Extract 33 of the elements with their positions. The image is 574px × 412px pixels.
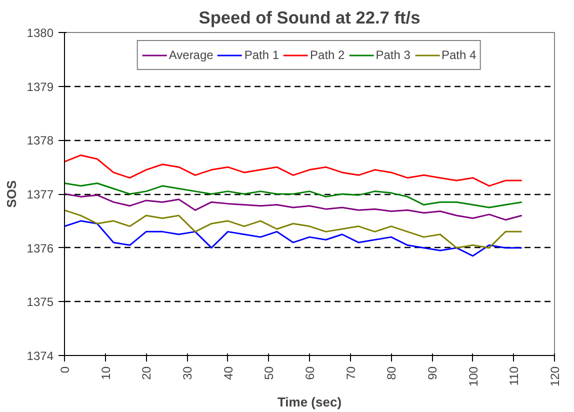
x-tick-label: 0: [58, 366, 72, 374]
x-tick-label: 40: [221, 366, 236, 380]
legend-label: Path 4: [441, 48, 476, 62]
x-tick-label: 60: [303, 366, 317, 380]
legend-label: Path 2: [310, 48, 345, 62]
line-series: [64, 154, 523, 187]
x-tick-label: 80: [384, 366, 399, 380]
x-tick-label: 120: [548, 366, 562, 387]
y-tick-label: 1374: [26, 349, 54, 363]
x-tick-label: 100: [466, 366, 480, 387]
legend-label: Average: [168, 48, 214, 62]
y-axis-title: SOS: [4, 180, 19, 208]
x-tick-label: 90: [426, 366, 440, 380]
y-tick-label: 1375: [26, 295, 54, 310]
legend-label: Path 1: [244, 48, 280, 62]
x-tick-label: 110: [507, 366, 522, 386]
line-series: [64, 182, 523, 208]
x-tick-label: 20: [140, 366, 154, 380]
legend-label: Path 3: [376, 48, 410, 62]
x-tick-label: 50: [262, 366, 276, 380]
chart-title: Speed of Sound at 22.7 ft/s: [198, 8, 420, 28]
x-tick-label: 70: [344, 366, 358, 380]
line-series: [64, 209, 523, 249]
y-tick-label: 1378: [26, 134, 54, 148]
x-tick-label: 30: [180, 366, 194, 380]
line-series: [64, 193, 523, 221]
x-tick-label: 10: [98, 366, 113, 380]
y-tick-label: 1380: [26, 26, 54, 40]
line-series: [64, 220, 523, 257]
y-tick-label: 1376: [26, 241, 54, 256]
y-tick-label: 1377: [26, 188, 54, 202]
y-tick-label: 1379: [26, 80, 54, 94]
x-axis-title: Time (sec): [277, 394, 342, 410]
